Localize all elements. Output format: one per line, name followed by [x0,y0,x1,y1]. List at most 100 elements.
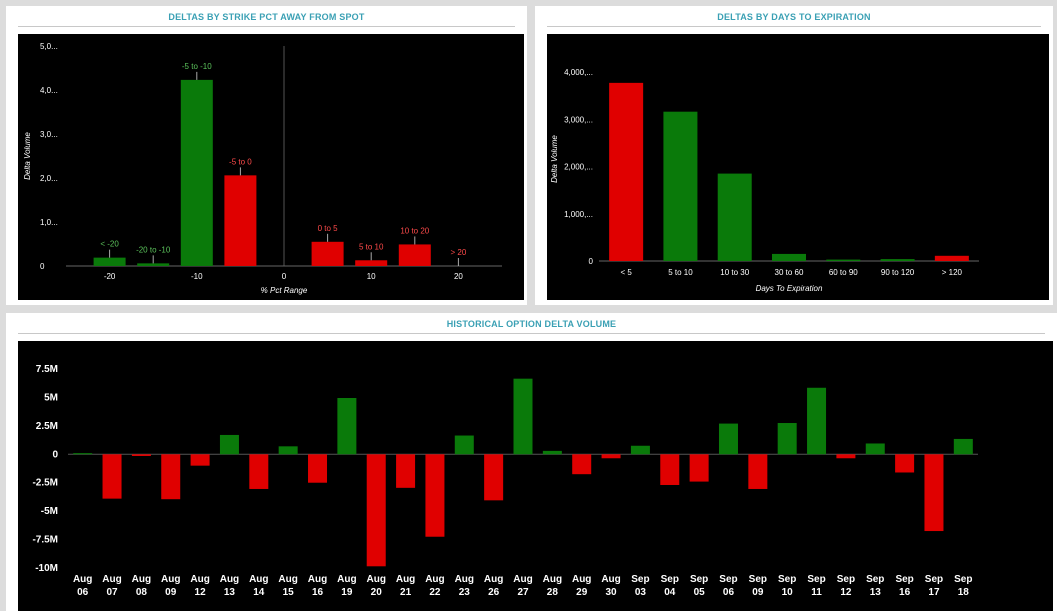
y-tick-label: 0 [52,449,58,460]
x-tick-day: 19 [341,587,353,598]
bar-data-label: 0 to 5 [318,224,339,233]
x-tick-day: 07 [106,587,118,598]
y-tick-label: 0 [40,262,45,271]
bar-5 [609,82,644,262]
x-tick-month: Aug [73,574,92,585]
bar-5-to-10 [663,111,698,261]
x-tick-day: 16 [899,587,911,598]
bar-5-to-0 [224,175,257,266]
x-tick-day: 04 [664,587,676,598]
x-tick-month: Aug [132,574,151,585]
history-panel-divider [18,333,1045,334]
x-tick-day: 20 [371,587,383,598]
bar-sep-13 [865,443,885,455]
x-tick-month: Sep [866,574,884,585]
bar-20-to-10 [137,263,170,266]
x-tick-month: Aug [190,574,209,585]
x-tick-label: 60 to 90 [829,268,858,277]
x-tick-day: 13 [224,587,236,598]
bar-10-to-30 [717,173,752,261]
bar-aug-27 [513,378,533,455]
bar-aug-16 [308,454,328,483]
bar-data-label: 5 to 10 [359,242,384,251]
bar-aug-19 [337,397,357,455]
x-tick-month: Sep [690,574,708,585]
days-panel-divider [547,26,1041,27]
y-tick-label: 2,0... [40,174,58,183]
x-tick-day: 22 [429,587,441,598]
x-tick-month: Aug [220,574,239,585]
strike-panel-title: DELTAS BY STRIKE PCT AWAY FROM SPOT [168,12,365,22]
x-tick-month: Aug [513,574,532,585]
bar-sep-17 [924,454,944,532]
x-tick-label: 10 [367,272,376,281]
bar-data-label: < -20 [100,240,119,249]
x-tick-month: Aug [425,574,444,585]
y-axis-label: Delta Volume [550,135,559,183]
bar-sep-12 [836,454,856,459]
bar-aug-14 [249,454,269,489]
y-tick-label: 3,000,... [564,115,593,124]
x-tick-day: 26 [488,587,500,598]
y-tick-label: 4,0... [40,86,58,95]
bar-20 [93,257,126,266]
x-tick-month: Aug [161,574,180,585]
x-tick-day: 30 [606,587,618,598]
y-tick-label: 2,000,... [564,163,593,172]
x-tick-month: Aug [455,574,474,585]
x-tick-day: 15 [283,587,295,598]
y-tick-label: -7.5M [32,535,58,546]
x-tick-day: 08 [136,587,148,598]
history-panel: HISTORICAL OPTION DELTA VOLUME 7.5M 5M 2.5… [6,313,1057,611]
bar-sep-11 [807,387,827,455]
days-chart: 0 1,000,... 2,000,... 3,000,... 4,000,... < 5… [550,68,979,293]
x-tick-label: > 120 [942,268,963,277]
x-tick-label: < 5 [620,268,632,277]
x-tick-day: 09 [752,587,764,598]
x-tick-month: Aug [543,574,562,585]
x-tick-label: 90 to 120 [881,268,915,277]
x-tick-day: 28 [547,587,559,598]
bar-90-to-120 [880,259,915,261]
bar-aug-09 [161,454,181,500]
bar-aug-22 [425,454,445,537]
x-tick-month: Aug [484,574,503,585]
x-tick-label: 10 to 30 [720,268,749,277]
x-tick-day: 13 [870,587,882,598]
x-tick-month: Sep [837,574,855,585]
y-tick-label: 5,0... [40,42,58,51]
x-tick-day: 12 [195,587,207,598]
y-tick-label: 2.5M [36,421,58,432]
bar-0-to-5 [311,241,344,266]
x-axis-label: Days To Expiration [756,284,823,293]
bar-data-label: -20 to -10 [136,245,171,254]
bar-data-label: -5 to -10 [182,62,212,71]
x-tick-month: Aug [249,574,268,585]
bar-aug-30 [601,454,621,459]
y-axis-label: Delta Volume [23,132,32,180]
x-tick-label: 0 [282,272,287,281]
x-tick-day: 05 [694,587,706,598]
bar-data-label: > 20 [451,248,467,257]
x-tick-month: Sep [778,574,796,585]
strike-panel-divider [18,26,515,27]
bar-aug-12 [190,454,210,466]
bar-aug-15 [278,446,298,455]
x-tick-day: 09 [165,587,177,598]
x-axis-label: % Pct Range [261,286,308,295]
strike-chart: 0 1,0... 2,0... 3,0... 4,0... 5,0... -20 -10 0 10… [23,42,502,295]
strike-panel: DELTAS BY STRIKE PCT AWAY FROM SPOT 0 1,0… [6,6,527,305]
bar-aug-26 [484,454,504,501]
y-tick-label: -5M [41,506,58,517]
x-tick-day: 06 [77,587,89,598]
x-tick-label: 20 [454,272,463,281]
bar-60-to-90 [826,259,861,261]
x-tick-day: 03 [635,587,647,598]
x-tick-month: Sep [925,574,943,585]
y-tick-label: -2.5M [32,478,58,489]
history-panel-title: HISTORICAL OPTION DELTA VOLUME [446,319,617,329]
x-tick-day: 29 [576,587,588,598]
days-chart-area: 0 1,000,... 2,000,... 3,000,... 4,000,... < 5… [547,34,1049,300]
bar-aug-28 [542,450,562,455]
x-tick-day: 18 [958,587,970,598]
